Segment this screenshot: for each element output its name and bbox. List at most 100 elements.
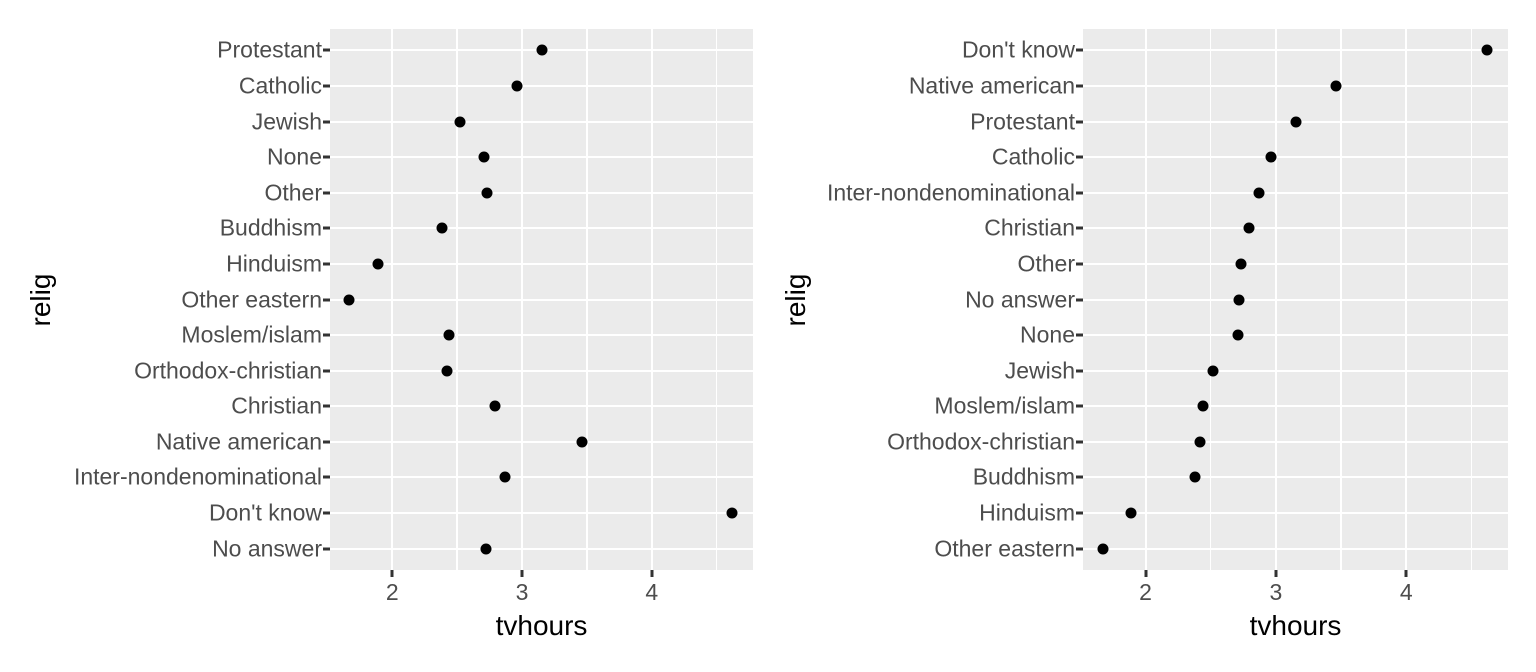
y-axis-tick	[323, 475, 330, 479]
y-axis-tick	[323, 404, 330, 408]
gridline-major-horizontal	[1083, 440, 1508, 443]
y-axis-tick	[1076, 226, 1083, 230]
x-tick-label: 2	[1139, 579, 1152, 605]
y-tick-label: No answer	[965, 286, 1075, 312]
data-point	[536, 44, 547, 56]
x-axis-tick	[390, 570, 394, 577]
gridline-major-horizontal	[330, 191, 753, 194]
data-point	[1194, 436, 1206, 448]
y-tick-label: Native american	[155, 428, 322, 455]
y-axis-title: relig	[780, 273, 811, 326]
x-tick-label: 2	[385, 579, 399, 605]
gridline-major-horizontal	[330, 120, 753, 123]
data-point	[726, 507, 738, 519]
y-tick-label: Native american	[908, 72, 1075, 99]
data-point	[576, 436, 588, 448]
gridline-major-horizontal	[1083, 512, 1508, 515]
y-tick-label: Moslem/islam	[181, 321, 322, 348]
y-axis-tick	[323, 369, 330, 373]
y-axis-tick	[1076, 298, 1083, 301]
right-chart-sorted: relig tvhours Don't know Native american P…	[768, 0, 1536, 672]
y-tick-label: Other eastern	[181, 286, 322, 312]
y-axis-tick	[323, 48, 330, 52]
data-point	[478, 151, 490, 163]
y-axis-tick	[1076, 475, 1083, 479]
x-axis-tick	[650, 570, 654, 577]
gridline-major-horizontal	[330, 476, 753, 479]
gridline-major-horizontal	[1083, 476, 1508, 479]
gridline-major-horizontal	[330, 334, 753, 337]
data-point	[454, 116, 466, 128]
y-axis-tick	[1076, 84, 1083, 88]
plot-panel	[330, 29, 753, 570]
y-tick-label: Don't know	[208, 499, 322, 526]
x-axis-tick	[1404, 570, 1408, 577]
data-point	[441, 365, 453, 377]
gridline-major-horizontal	[330, 512, 753, 515]
y-tick-label: Orthodox-christian	[134, 357, 322, 384]
data-point	[436, 222, 448, 234]
data-point	[1235, 258, 1247, 270]
y-tick-label: Catholic	[991, 143, 1075, 170]
y-axis-tick	[323, 226, 330, 230]
y-axis-tick	[323, 191, 330, 195]
data-point	[1189, 471, 1201, 483]
gridline-major-horizontal	[1083, 84, 1508, 87]
gridline-major-horizontal	[1083, 262, 1508, 265]
y-tick-label: Hinduism	[226, 250, 322, 277]
data-point	[1233, 294, 1245, 305]
y-axis-tick	[323, 511, 330, 515]
y-tick-label: Protestant	[970, 108, 1075, 135]
gridline-major-horizontal	[330, 156, 753, 159]
gridline-major-horizontal	[1083, 298, 1508, 301]
gridline-major-horizontal	[1083, 156, 1508, 159]
y-axis-tick	[1076, 155, 1083, 159]
gridline-major-horizontal	[330, 369, 753, 372]
x-tick-label: 4	[1399, 579, 1413, 605]
x-axis-tick	[1274, 570, 1278, 577]
x-axis-title: tvhours	[1249, 610, 1342, 641]
gridline-major-horizontal	[330, 547, 753, 550]
data-point	[511, 80, 523, 92]
data-point	[1243, 222, 1255, 234]
data-point	[1125, 507, 1137, 519]
gridline-major-horizontal	[1083, 227, 1508, 230]
y-tick-label: Inter-nondenominational	[826, 179, 1075, 206]
y-axis-tick	[1076, 191, 1083, 195]
x-tick-label: 3	[1269, 579, 1283, 605]
y-tick-label: Don't know	[961, 36, 1075, 63]
data-point	[499, 471, 511, 483]
y-axis-tick	[1076, 547, 1083, 551]
left-chart-unsorted: relig tvhours Protestant Catholic Jewish No…	[25, 29, 753, 640]
gridline-major-horizontal	[330, 405, 753, 408]
data-point	[1265, 151, 1277, 163]
y-tick-label: Other	[1017, 250, 1075, 277]
y-axis-title: relig	[25, 273, 56, 326]
data-point	[1207, 365, 1219, 377]
y-axis-tick	[1076, 262, 1083, 266]
data-point	[1097, 543, 1109, 555]
y-tick-label: Other eastern	[934, 535, 1075, 562]
y-axis-tick	[323, 120, 330, 124]
y-tick-label: Catholic	[238, 72, 322, 99]
y-axis-tick	[1076, 369, 1083, 373]
y-tick-label: Moslem/islam	[934, 392, 1075, 419]
gridline-major-horizontal	[1083, 191, 1508, 194]
x-tick-label: 3	[515, 579, 529, 605]
y-tick-label: Christian	[231, 392, 322, 419]
y-axis-tick	[1076, 511, 1083, 515]
y-tick-label: Jewish	[1004, 357, 1075, 384]
gridline-major-horizontal	[330, 262, 753, 265]
data-point	[480, 543, 492, 555]
y-axis-tick	[1076, 333, 1083, 337]
y-tick-label: None	[1020, 321, 1075, 348]
y-axis-tick	[1076, 48, 1083, 52]
gridline-major-horizontal	[1083, 334, 1508, 337]
data-point	[443, 329, 455, 341]
data-point	[372, 258, 384, 270]
y-tick-label: Protestant	[217, 36, 322, 63]
y-axis-tick	[323, 262, 330, 266]
y-tick-label: Buddhism	[972, 463, 1075, 490]
y-axis-tick	[323, 84, 330, 88]
y-tick-label: None	[267, 143, 322, 170]
